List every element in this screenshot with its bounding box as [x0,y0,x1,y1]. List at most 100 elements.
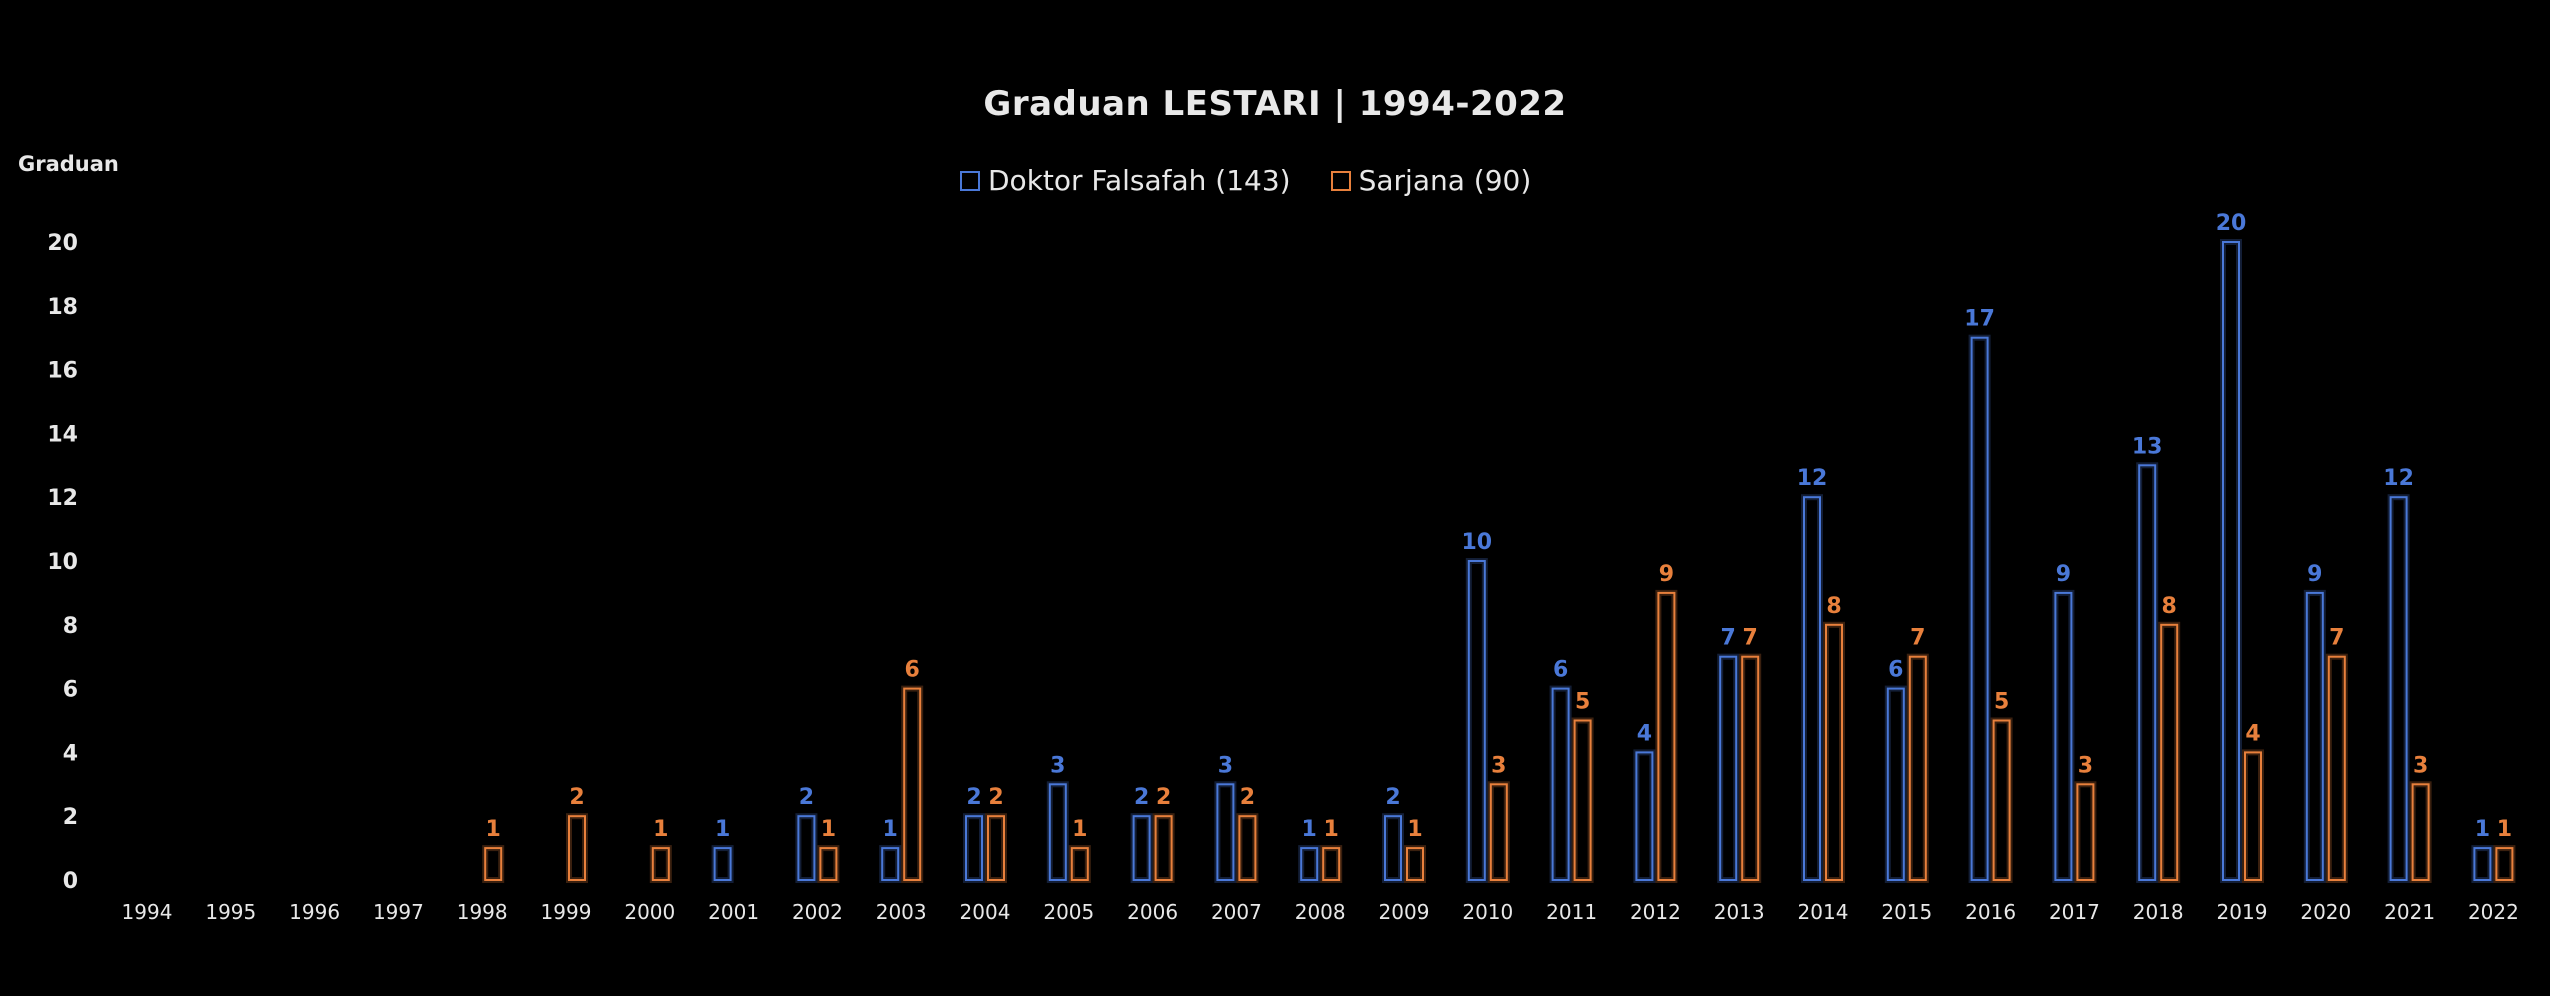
bar-glow [879,845,902,883]
bar-doktor [1467,560,1486,881]
bar-sarjana [903,687,922,881]
bar-glow [1655,589,1678,884]
bar-sarjana [819,847,838,881]
bar-doktor [2305,591,2324,882]
x-tick-label: 1994 [122,900,173,924]
data-label-doktor: 2 [1385,785,1400,810]
bar-glow [2136,462,2159,883]
bar-doktor [713,847,732,881]
bar-doktor [2389,496,2408,881]
data-label-doktor: 1 [715,817,730,842]
data-label-doktor: 9 [2307,562,2322,587]
data-label-doktor: 1 [883,817,898,842]
bar-doktor [2473,847,2492,881]
data-label-sarjana: 1 [486,817,501,842]
data-label-doktor: 6 [1888,658,1903,683]
x-tick-label: 2008 [1295,900,1346,924]
data-label-doktor: 17 [1964,307,1995,332]
bar-glow [1068,845,1091,883]
data-label-sarjana: 1 [1407,817,1422,842]
legend-item-sarjana: Sarjana (90) [1330,164,1531,197]
data-label-doktor: 9 [2056,562,2071,587]
bar-sarjana [1489,783,1508,881]
bar-sarjana [2411,783,2430,881]
data-label-sarjana: 9 [1659,562,1674,587]
bar-glow [1823,621,1845,883]
bar-glow [1633,749,1656,884]
legend-swatch-doktor [960,170,980,191]
data-label-sarjana: 1 [1072,817,1087,842]
bar-glow [566,813,588,884]
bar-glow [1717,653,1740,884]
bar-glow [795,813,818,884]
data-label-sarjana: 1 [821,817,836,842]
bar-sarjana [1238,815,1257,882]
data-label-doktor: 2 [1134,785,1149,810]
bar-doktor [965,815,983,882]
y-axis-label: Graduan [18,152,119,176]
y-tick-label: 10 [47,550,78,575]
x-tick-label: 2013 [1714,900,1765,924]
x-tick-label: 2015 [1881,900,1932,924]
bar-glow [2303,589,2326,884]
bar-sarjana [1908,655,1927,882]
data-label-doktor: 1 [2475,817,2490,842]
bar-glow [963,813,985,884]
bar-glow [1549,685,1572,883]
x-tick-label: 2010 [1462,900,1513,924]
x-tick-label: 2016 [1965,900,2016,924]
bar-glow [2409,781,2432,883]
bar-doktor [1384,815,1402,882]
bar-glow [1487,781,1510,883]
bar-glow [1152,813,1175,884]
bar-sarjana [1741,655,1760,882]
bar-doktor [1970,336,1989,881]
bar-glow [2052,589,2075,884]
x-tick-label: 2019 [2217,900,2268,924]
data-label-sarjana: 5 [1575,690,1590,715]
x-tick-label: 2018 [2133,900,2184,924]
bar-sarjana [1154,815,1173,882]
x-tick-label: 1996 [289,900,340,924]
y-tick-label: 20 [47,231,78,256]
bar-glow [2220,239,2242,883]
data-label-sarjana: 2 [988,785,1003,810]
bar-doktor [1551,687,1570,881]
chart-title: Graduan LESTARI | 1994-2022 [983,84,1567,124]
data-label-sarjana: 8 [2162,594,2177,619]
bar-glow [1571,717,1594,883]
bar-glow [1801,494,1823,883]
bar-glow [1906,653,1929,884]
bar-sarjana [484,847,503,881]
data-label-doktor: 2 [966,785,981,810]
bar-doktor [2138,464,2157,881]
bar-sarjana [568,815,586,882]
bar-doktor [1635,751,1654,882]
bar-glow [2242,749,2264,884]
x-tick-label: 2004 [960,900,1011,924]
x-tick-label: 1999 [541,900,592,924]
bar-glow [2325,653,2348,884]
bar-doktor [2054,591,2073,882]
x-tick-label: 2001 [708,900,759,924]
data-label-doktor: 3 [1218,753,1233,778]
bar-glow [1739,653,1762,884]
data-label-sarjana: 6 [905,658,920,683]
x-tick-label: 2012 [1630,900,1681,924]
bar-sarjana [2076,783,2095,881]
x-tick-label: 2021 [2384,900,2435,924]
y-tick-label: 8 [63,614,78,639]
bar-glow [1968,334,1991,883]
data-label-doktor: 13 [2132,434,2163,459]
bar-sarjana [651,847,670,881]
data-label-doktor: 12 [2383,466,2414,491]
bar-glow [1990,717,2013,883]
data-label-sarjana: 7 [1743,626,1758,651]
bar-glow [1465,558,1488,883]
bar-sarjana [987,815,1005,882]
y-tick-label: 0 [63,869,78,894]
bar-sarjana [1573,719,1592,881]
data-label-doktor: 2 [799,785,814,810]
x-tick-label: 2020 [2300,900,2351,924]
